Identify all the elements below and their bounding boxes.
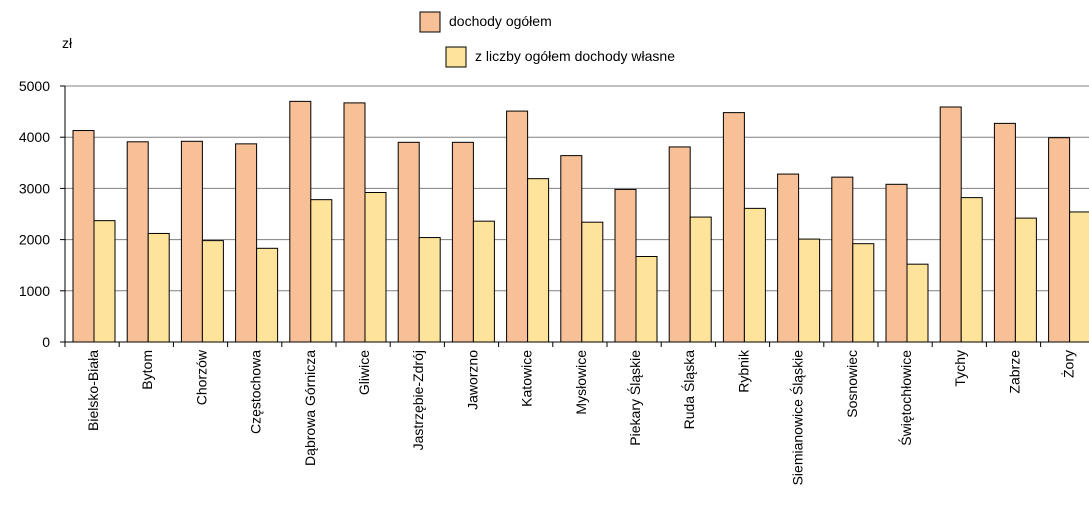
bar bbox=[147, 232, 170, 343]
bar bbox=[235, 143, 258, 343]
bar bbox=[635, 255, 658, 343]
bar bbox=[418, 237, 441, 343]
legend-label: z liczby ogółem dochody własne bbox=[475, 48, 675, 64]
legend: dochody ogółem z liczby ogółem dochody wł… bbox=[410, 4, 774, 80]
bar bbox=[126, 141, 149, 343]
category-labels: Bielsko-Biała Bytom Chorzów Częstochowa Dąbr… bbox=[85, 349, 1077, 485]
category-label: Rybnik bbox=[735, 349, 751, 393]
category-label: Ruda Śląska bbox=[680, 350, 697, 430]
bar bbox=[960, 197, 983, 343]
bars bbox=[72, 100, 1089, 343]
bar bbox=[506, 110, 529, 343]
category-label: Zabrze bbox=[1006, 350, 1022, 394]
category-label: Piekary Śląskie bbox=[626, 350, 643, 446]
bar bbox=[798, 238, 821, 343]
bar bbox=[451, 141, 474, 343]
bar bbox=[993, 122, 1016, 343]
category-label: Częstochowa bbox=[248, 350, 264, 434]
category-label: Jastrzębie-Zdrój bbox=[410, 350, 426, 450]
bar bbox=[722, 112, 745, 343]
bar bbox=[743, 207, 766, 343]
category-label: Tychy bbox=[952, 350, 968, 387]
category-label: Siemianowice Śląskie bbox=[789, 350, 806, 486]
y-tick-label: 2000 bbox=[19, 232, 50, 248]
bar bbox=[668, 146, 691, 343]
y-unit-label: zł bbox=[62, 35, 73, 51]
bar bbox=[93, 220, 116, 343]
legend-label: dochody ogółem bbox=[449, 13, 552, 29]
category-label: Dąbrowa Górnicza bbox=[302, 350, 318, 466]
bar bbox=[72, 130, 95, 343]
bar bbox=[201, 240, 224, 343]
y-tick-label: 5000 bbox=[19, 78, 50, 94]
bar bbox=[614, 188, 637, 343]
bar bbox=[1048, 137, 1071, 343]
bar bbox=[939, 106, 962, 343]
legend-swatch bbox=[445, 46, 467, 68]
bar bbox=[852, 243, 875, 343]
y-tick-labels: 0 1000 2000 3000 4000 5000 bbox=[19, 78, 50, 350]
y-tick-label: 1000 bbox=[19, 283, 50, 299]
category-label: Chorzów bbox=[193, 349, 209, 405]
category-label: Bytom bbox=[139, 350, 155, 390]
bar bbox=[289, 100, 312, 343]
axes bbox=[60, 85, 1089, 347]
category-label: Żory bbox=[1060, 350, 1077, 378]
legend-background bbox=[410, 4, 774, 80]
category-label: Jaworzno bbox=[464, 350, 480, 410]
category-label: Sosnowiec bbox=[844, 350, 860, 418]
legend-swatch bbox=[419, 11, 441, 33]
bar bbox=[180, 140, 203, 343]
bar bbox=[527, 178, 550, 343]
bar bbox=[777, 173, 800, 343]
bar bbox=[906, 263, 929, 343]
bar bbox=[397, 141, 420, 343]
category-label: Świętochłowice bbox=[897, 350, 914, 446]
bar bbox=[1014, 217, 1037, 343]
bar bbox=[1069, 211, 1089, 343]
y-tick-label: 0 bbox=[42, 334, 50, 350]
bar bbox=[689, 216, 712, 343]
bar bbox=[343, 102, 366, 343]
category-label: Mysłowice bbox=[573, 350, 589, 415]
category-label: Katowice bbox=[519, 350, 535, 407]
bar bbox=[364, 191, 387, 343]
y-tick-label: 4000 bbox=[19, 129, 50, 145]
y-tick-label: 3000 bbox=[19, 180, 50, 196]
category-label: Bielsko-Biała bbox=[85, 350, 101, 431]
bar bbox=[560, 155, 583, 343]
bar bbox=[581, 221, 604, 343]
bar bbox=[256, 247, 279, 343]
bar bbox=[472, 220, 495, 343]
bar bbox=[831, 176, 854, 343]
bar bbox=[885, 183, 908, 343]
category-label: Gliwice bbox=[356, 350, 372, 395]
bar bbox=[310, 199, 333, 343]
